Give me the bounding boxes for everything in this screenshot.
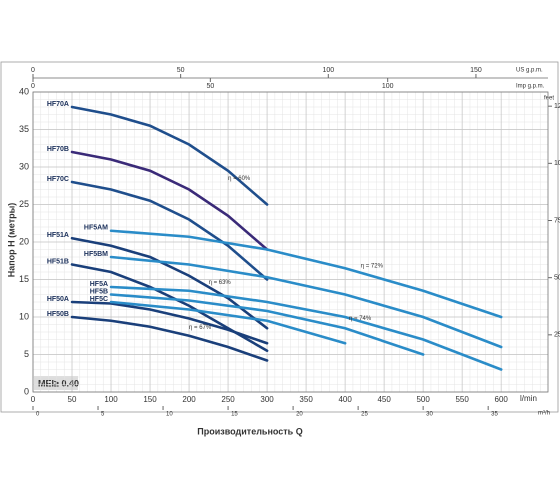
y-tick-label: 0 [24,386,29,396]
x2-tick-label: 30 [426,412,433,418]
y-tick-label: 5 [24,349,29,359]
frame [0,61,559,413]
curve-label: HF70C [47,176,69,183]
annotation: η = 74% [349,316,372,322]
top2-tick-label: 100 [382,83,394,90]
top-unit: US g.p.m. [516,68,543,74]
curve [70,315,269,362]
y-tick-label: 25 [19,199,29,209]
y2-unit: feet [544,96,554,102]
x-tick-label: 600 [495,395,509,404]
x2-tick-label: 25 [361,412,368,418]
x-axis-label: Производительность Q [197,426,302,436]
x-tick-label: 400 [338,395,352,404]
x-tick-label: 300 [260,395,274,404]
annotation: η = 67% [189,325,212,331]
curve-label: HF50B [47,311,69,318]
x2-tick-label: 5 [101,412,105,418]
curve-label: HF51B [47,258,69,265]
curve [70,105,269,206]
x2-tick-label: 0 [36,412,40,418]
y2-tick-label: 50 [554,275,560,282]
y-tick-label: 10 [19,311,29,321]
curve-label: HF70B [47,146,69,153]
top2-tick-label: 0 [31,83,35,90]
curve-label: HF50A [47,296,69,303]
curve [70,300,269,345]
curve [109,293,425,356]
y-tick-label: 40 [19,86,29,96]
badge-bg [34,376,78,390]
x2-unit: m³/h [538,411,550,417]
curve [109,229,503,319]
x-tick-label: 500 [416,395,430,404]
top2-tick-label: 50 [206,83,214,90]
x-tick-label: 250 [221,395,235,404]
top-tick-label: 0 [31,67,35,74]
plot-border [32,91,549,393]
curve [70,236,269,330]
x-tick-label: 100 [104,395,118,404]
annotation: η = 60% [228,176,251,182]
curve [109,255,503,349]
curve-label: HF5A [90,281,108,288]
x-unit: l/min [520,394,537,403]
x2-tick-label: 10 [166,412,173,418]
x-tick-label: 0 [31,395,36,404]
y-tick-label: 20 [19,236,29,246]
y2-tick-label: 125 [554,103,560,110]
badge: MEI≥ 0.40 [38,378,79,388]
x-tick-label: 150 [143,395,157,404]
y2-tick-label: 100 [554,160,560,167]
x-tick-label: 350 [299,395,313,404]
curve-label: HF5AM [84,225,108,232]
x-tick-label: 50 [68,395,77,404]
x-tick-label: 550 [455,395,469,404]
y-tick-label: 35 [19,124,29,134]
curve-label: HF5B [90,288,108,295]
x2-tick-label: 20 [296,412,303,418]
top-tick-label: 100 [322,67,334,74]
x2-tick-label: 15 [231,412,238,418]
curve [70,150,269,251]
y-tick-label: 15 [19,274,29,284]
annotation: η = 63% [209,280,232,286]
curve-label: HF5C [90,296,108,303]
curve [109,300,347,345]
top2-unit: Imp g.p.m. [516,84,545,90]
curve [109,285,503,371]
curve-label: HF70A [47,101,69,108]
curve-label: HF5BM [84,251,108,258]
top-tick-label: 150 [470,67,482,74]
y2-tick-label: 75 [554,217,560,224]
top-tick-label: 50 [177,67,185,74]
x-tick-label: 200 [182,395,196,404]
annotation: η = 72% [361,264,384,270]
y-axis-label: Напор H (метры) [6,203,16,278]
curve [70,180,269,281]
x2-tick-label: 35 [491,412,498,418]
curve-label: HF51A [47,232,69,239]
y2-tick-label: 25 [554,332,560,339]
x-tick-label: 450 [377,395,391,404]
y-tick-label: 30 [19,161,29,171]
